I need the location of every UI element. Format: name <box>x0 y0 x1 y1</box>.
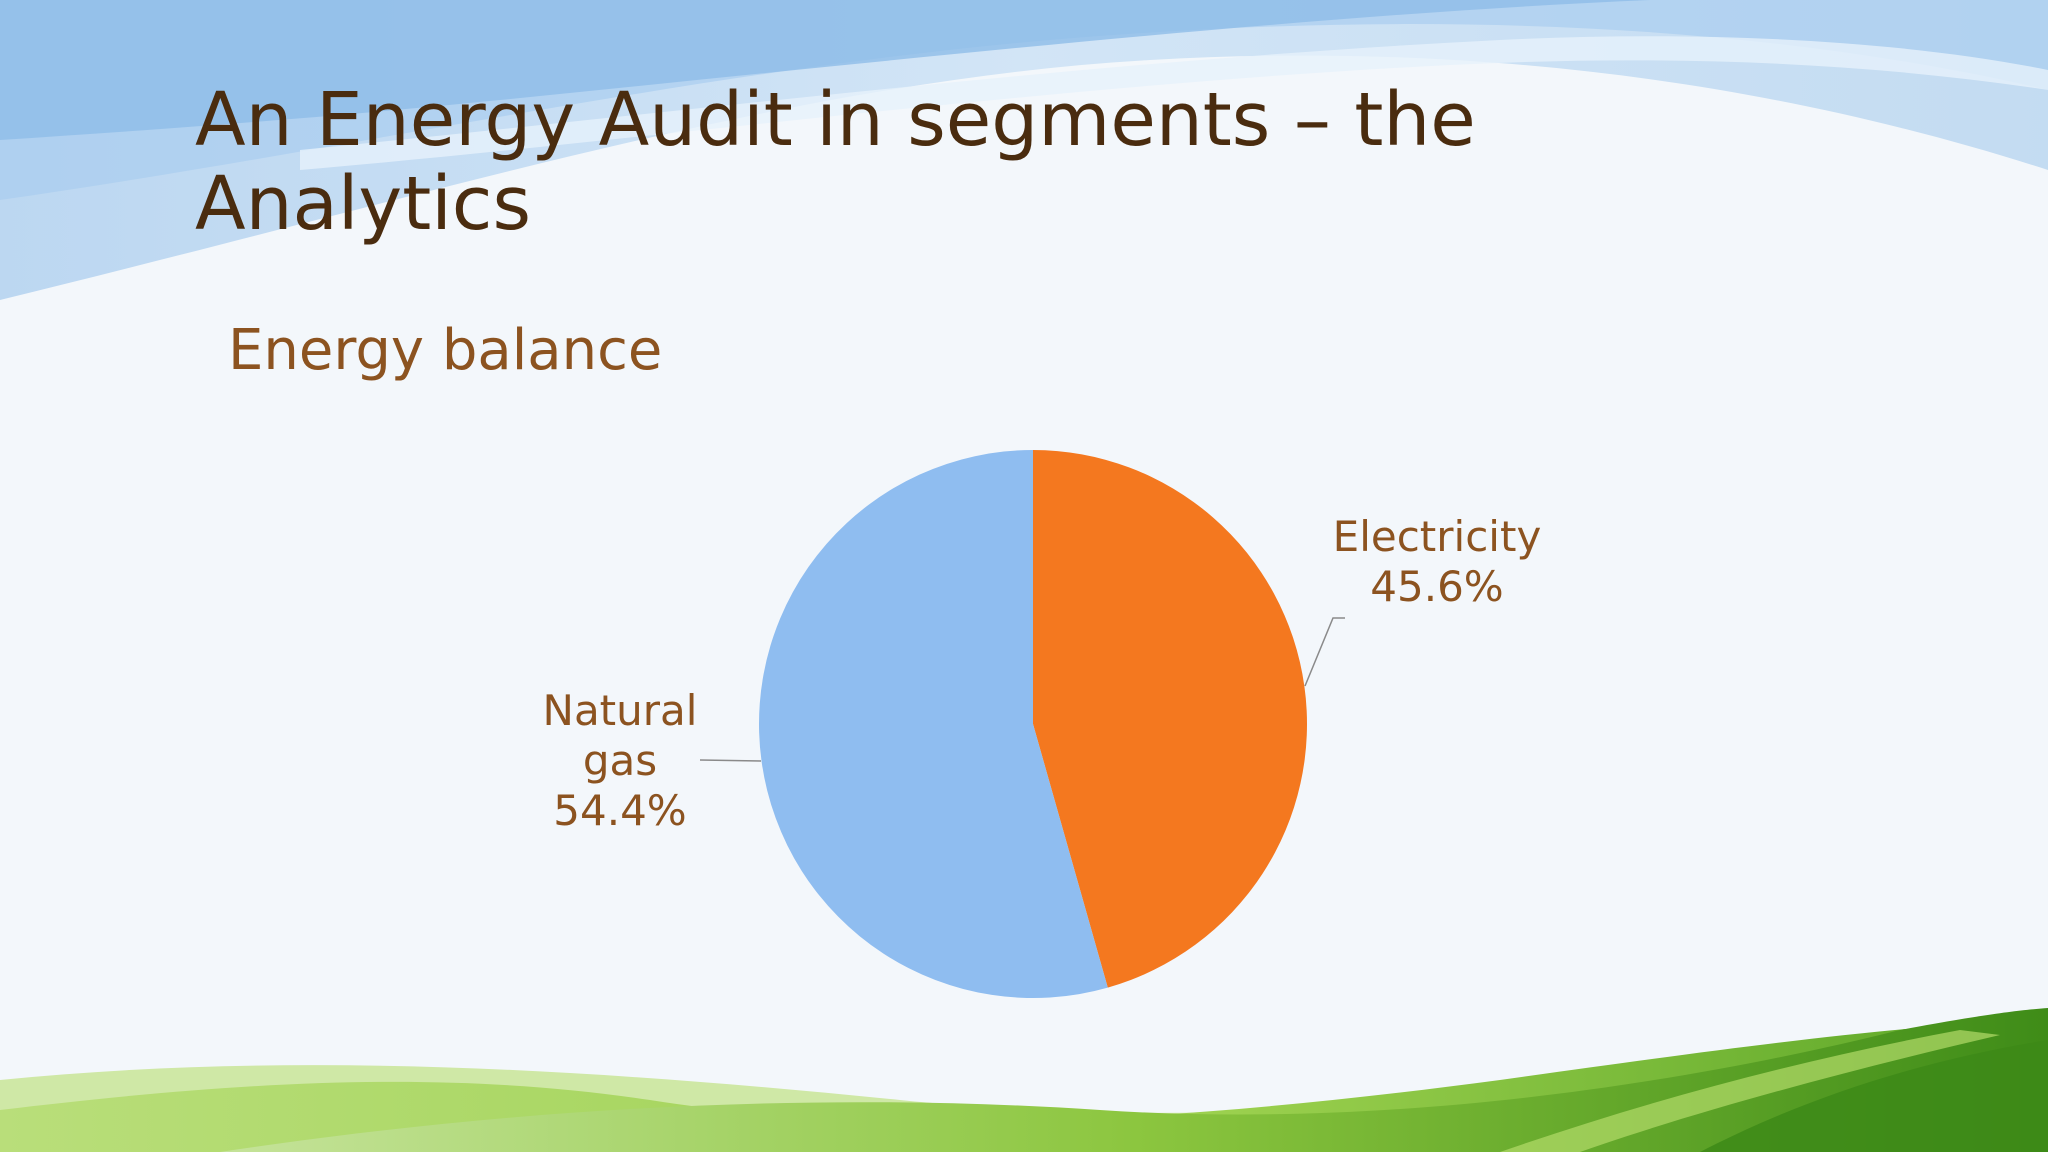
pie-slice-electricity <box>1033 450 1308 988</box>
data-label-line: Natural <box>543 686 698 735</box>
chart-subtitle: Energy balance <box>228 318 663 383</box>
sky-highlight <box>300 36 2048 170</box>
data-label-line: gas <box>583 736 657 785</box>
data-label-line: 54.4% <box>553 786 686 835</box>
leader-line <box>1304 617 1345 687</box>
grass-hill-stripe <box>1500 1030 2000 1152</box>
sky-band-front <box>0 0 1650 140</box>
grass-hill-dark <box>1700 1040 2048 1152</box>
slide-title: An Energy Audit in segments – the Analyt… <box>195 77 1476 247</box>
pie-slice-natural <box>759 450 1108 998</box>
grass-hill-front <box>220 1008 2048 1152</box>
data-label: Natural gas 54.4% <box>543 686 698 835</box>
leader-line <box>699 759 762 762</box>
data-label-line: Electricity <box>1333 512 1542 561</box>
data-label: Electricity 45.6% <box>1333 512 1542 611</box>
data-label-line: 45.6% <box>1370 562 1503 611</box>
